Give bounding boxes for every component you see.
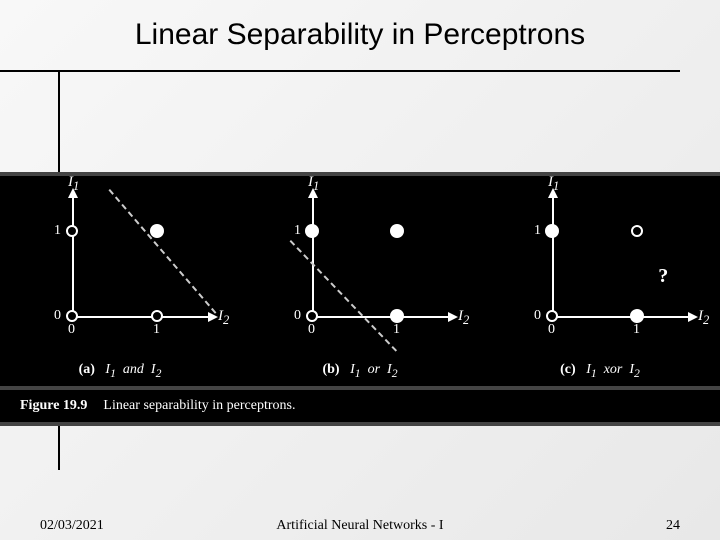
data-point-open: [546, 310, 558, 322]
data-point-filled: [630, 309, 644, 323]
x-axis: [552, 316, 688, 318]
y-tick-label: 1: [534, 223, 541, 239]
data-point-open: [631, 225, 643, 237]
x-axis-label: I2: [698, 308, 709, 328]
subplot-c: I1 I2 0 1 0 1? (c) I1 xor I2: [480, 176, 720, 386]
x-axis-arrow-icon: [448, 312, 458, 322]
footer-course: Artificial Neural Networks - I: [0, 518, 720, 534]
x-tick-label: 1: [393, 322, 400, 338]
subplot-a: I1 I2 0 1 0 1 (a) I1 and I2: [0, 176, 240, 386]
x-tick-label: 1: [153, 322, 160, 338]
data-point-open: [66, 310, 78, 322]
y-tick-label: 1: [54, 223, 61, 239]
x-tick-label: 0: [548, 322, 555, 338]
y-tick-label: 1: [294, 223, 301, 239]
x-axis-arrow-icon: [688, 312, 698, 322]
y-axis-label: I1: [68, 174, 79, 194]
x-axis: [312, 316, 448, 318]
slide: Linear Separability in Perceptrons I1 I2 0…: [0, 0, 720, 540]
figure-caption-label: Figure 19.9: [20, 398, 87, 414]
data-point-filled: [305, 224, 319, 238]
separator-line: [289, 240, 397, 352]
data-point-filled: [545, 224, 559, 238]
figure-caption-text: Linear separability in perceptrons.: [103, 398, 295, 414]
separator-line: [109, 189, 217, 314]
data-point-filled: [150, 224, 164, 238]
y-tick-label: 0: [54, 308, 61, 324]
y-tick-label: 0: [534, 308, 541, 324]
x-tick-label: 1: [633, 322, 640, 338]
data-point-filled: [390, 309, 404, 323]
figure-graphic: I1 I2 0 1 0 1 (a) I1 and I2 I1 I2 0 1 0 1 (b) I1 or I…: [0, 172, 720, 390]
subplot-label: (c) I1 xor I2: [480, 362, 720, 380]
subplot-b: I1 I2 0 1 0 1 (b) I1 or I2: [240, 176, 480, 386]
slide-title: Linear Separability in Perceptrons: [0, 0, 720, 52]
data-point-open: [66, 225, 78, 237]
data-point-open: [151, 310, 163, 322]
x-tick-label: 0: [308, 322, 315, 338]
y-axis-label: I1: [308, 174, 319, 194]
footer-page: 24: [666, 518, 680, 534]
x-axis-label: I2: [458, 308, 469, 328]
x-tick-label: 0: [68, 322, 75, 338]
x-axis: [72, 316, 208, 318]
subplot-label: (a) I1 and I2: [0, 362, 240, 380]
x-axis-arrow-icon: [208, 312, 218, 322]
divider-horizontal: [0, 70, 680, 72]
figure-container: I1 I2 0 1 0 1 (a) I1 and I2 I1 I2 0 1 0 1 (b) I1 or I…: [0, 172, 720, 426]
y-axis: [552, 196, 554, 316]
question-mark: ?: [658, 265, 668, 288]
y-axis: [312, 196, 314, 316]
figure-caption: Figure 19.9 Linear separability in perce…: [0, 390, 720, 426]
data-point-open: [306, 310, 318, 322]
y-axis-label: I1: [548, 174, 559, 194]
subplot-label: (b) I1 or I2: [240, 362, 480, 380]
y-tick-label: 0: [294, 308, 301, 324]
y-axis: [72, 196, 74, 316]
x-axis-label: I2: [218, 308, 229, 328]
data-point-filled: [390, 224, 404, 238]
